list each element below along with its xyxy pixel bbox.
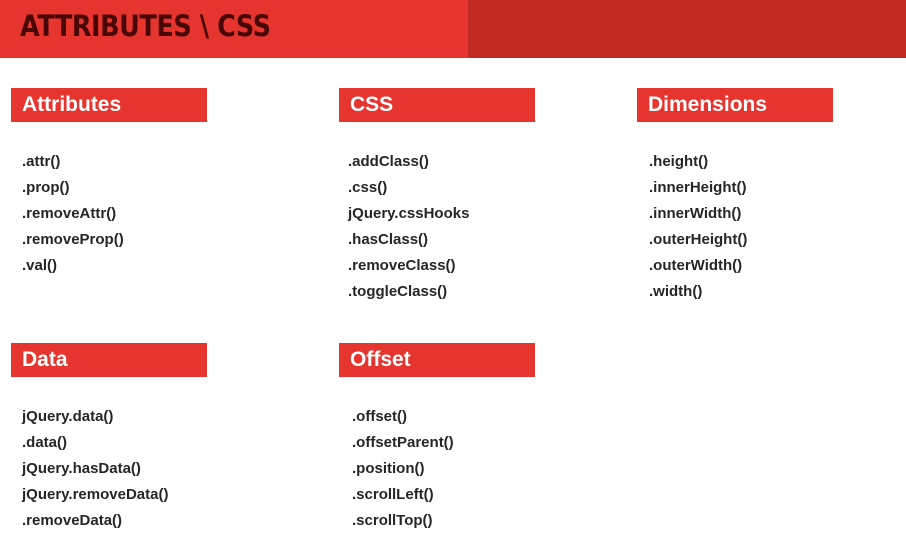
title-banner: ATTRIBUTES \ CSS <box>0 0 906 58</box>
method-item: .removeProp() <box>22 231 124 248</box>
method-list-attributes: .attr() .prop() .removeAttr() .removePro… <box>11 153 207 283</box>
method-item: .height() <box>649 153 709 170</box>
method-item: jQuery.data() <box>22 408 114 425</box>
section-dimensions: Dimensions .height() .innerHeight() .inn… <box>637 88 833 309</box>
page-title: ATTRIBUTES \ CSS <box>20 9 271 43</box>
method-item: .hasClass() <box>348 231 429 248</box>
method-item: .scrollTop() <box>352 512 433 529</box>
method-item: .css() <box>348 179 388 196</box>
method-item: .innerHeight() <box>649 179 747 196</box>
section-header-data: Data <box>11 343 207 377</box>
method-item: .outerWidth() <box>649 257 743 274</box>
method-item: .data() <box>22 434 67 451</box>
method-item: .offsetParent() <box>352 434 454 451</box>
method-list-css: .addClass() .css() jQuery.cssHooks .hasC… <box>339 153 535 309</box>
method-list-data: jQuery.data() .data() jQuery.hasData() j… <box>11 408 207 538</box>
section-offset: Offset .offset() .offsetParent() .positi… <box>339 343 535 538</box>
method-item: jQuery.hasData() <box>22 460 141 477</box>
title-banner-accent <box>468 0 906 58</box>
method-item: .innerWidth() <box>649 205 742 222</box>
method-item: .scrollLeft() <box>352 486 434 503</box>
section-header-attributes: Attributes <box>11 88 207 122</box>
method-item: .addClass() <box>348 153 429 170</box>
method-list-offset: .offset() .offsetParent() .position() .s… <box>339 408 535 538</box>
method-item: .val() <box>22 257 58 274</box>
method-item: jQuery.removeData() <box>22 486 169 503</box>
method-item: .position() <box>352 460 425 477</box>
method-item: .outerHeight() <box>649 231 748 248</box>
method-item: jQuery.cssHooks <box>348 205 470 222</box>
method-list-dimensions: .height() .innerHeight() .innerWidth() .… <box>637 153 833 309</box>
method-item: .prop() <box>22 179 70 196</box>
section-header-offset: Offset <box>339 343 535 377</box>
section-data: Data jQuery.data() .data() jQuery.hasDat… <box>11 343 207 538</box>
section-header-dimensions: Dimensions <box>637 88 833 122</box>
method-item: .removeClass() <box>348 257 456 274</box>
method-item: .offset() <box>352 408 407 425</box>
method-item: .removeAttr() <box>22 205 117 222</box>
section-attributes: Attributes .attr() .prop() .removeAttr()… <box>11 88 207 283</box>
section-header-css: CSS <box>339 88 535 122</box>
method-item: .removeData() <box>22 512 123 529</box>
section-css: CSS .addClass() .css() jQuery.cssHooks .… <box>339 88 535 309</box>
method-item: .toggleClass() <box>348 283 448 300</box>
method-item: .attr() <box>22 153 61 170</box>
method-item: .width() <box>649 283 703 300</box>
